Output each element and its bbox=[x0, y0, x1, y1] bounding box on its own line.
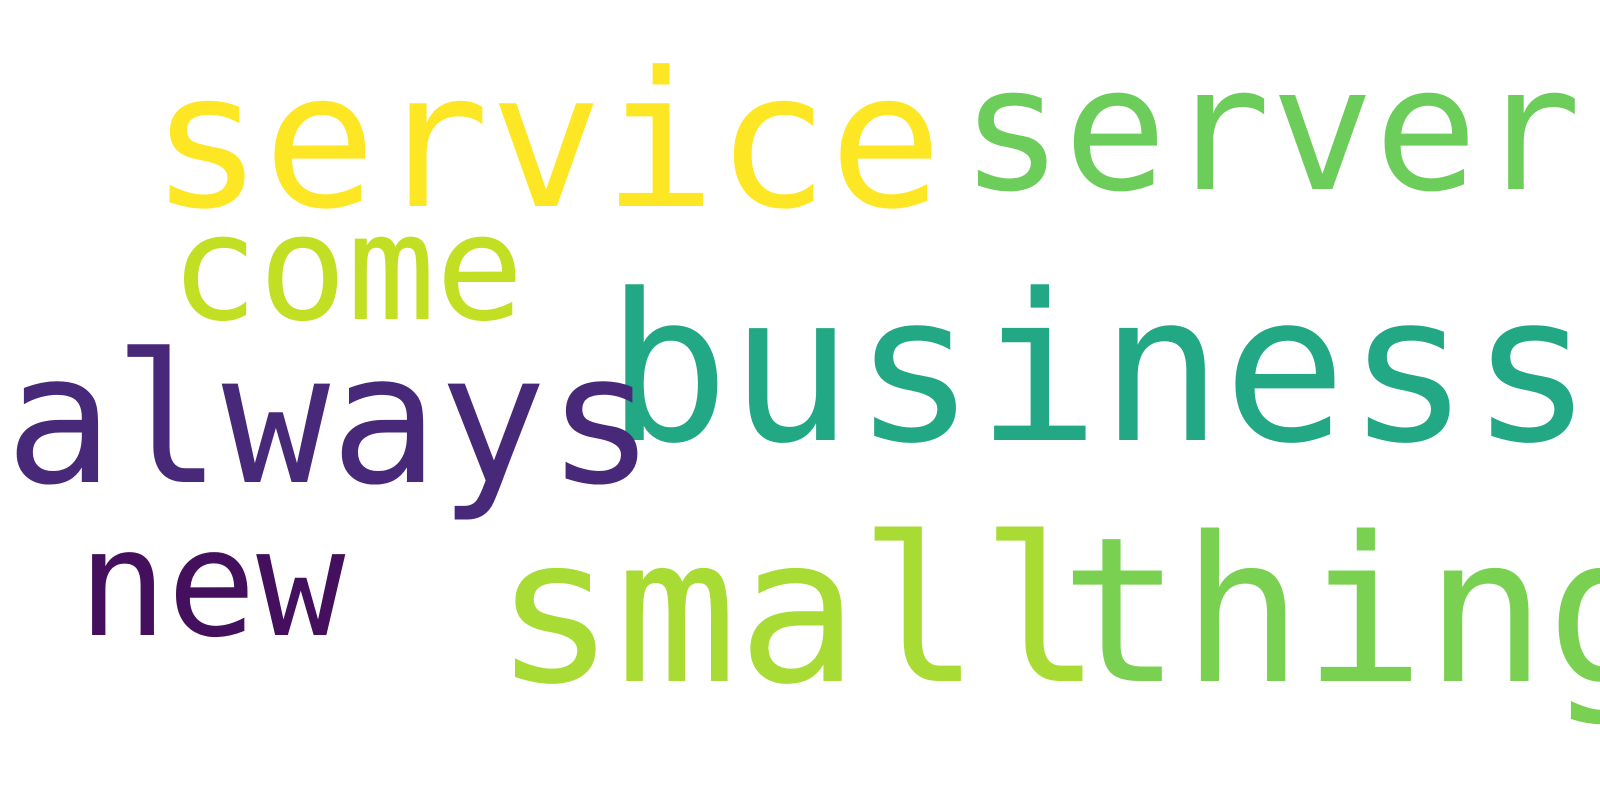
word-server: server bbox=[960, 29, 1582, 230]
word-always: always bbox=[5, 316, 656, 525]
word-small: small bbox=[494, 493, 1103, 729]
word-service: service bbox=[150, 32, 943, 251]
word-thing: thing bbox=[1060, 493, 1600, 729]
word-business: business bbox=[606, 251, 1594, 489]
word-new: new bbox=[78, 498, 346, 670]
word-come: come bbox=[170, 183, 525, 354]
